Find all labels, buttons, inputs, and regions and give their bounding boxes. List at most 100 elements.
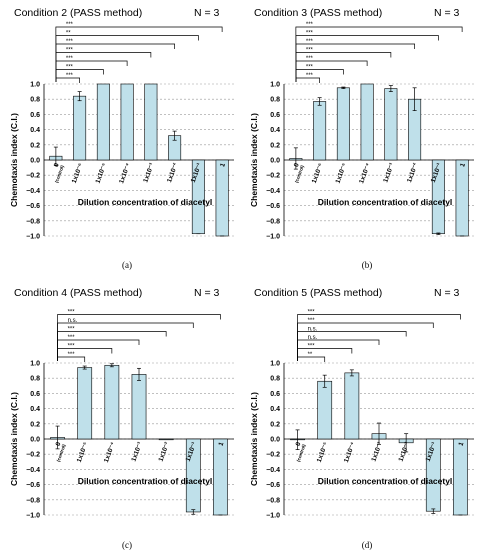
panel-label: (c) bbox=[122, 540, 132, 550]
y-tick-label: −0.8 bbox=[266, 218, 280, 225]
significance-label: *** bbox=[66, 47, 74, 53]
significance-label: ** bbox=[66, 30, 71, 36]
y-axis-label: Chemotaxis index (C.I.) bbox=[9, 392, 19, 486]
category-label: 1x10⁻⁵ bbox=[95, 162, 109, 184]
significance-label: *** bbox=[306, 73, 314, 79]
chart-panel-4: Condition 5 (PASS method) N = 3 1.0 0.8 0.6 0… bbox=[249, 287, 474, 550]
y-tick-label: 0.8 bbox=[270, 97, 280, 104]
y-tick-label: −0.2 bbox=[26, 452, 40, 459]
chart-title: Condition 3 (PASS method) bbox=[254, 7, 382, 19]
x-axis-label: Dilution concentration of diacetyl bbox=[318, 476, 453, 486]
y-tick-label: −0.2 bbox=[266, 173, 280, 180]
significance-label: *** bbox=[306, 64, 314, 70]
category-label: 1 bbox=[219, 162, 227, 168]
bar bbox=[144, 83, 158, 161]
bar bbox=[120, 83, 134, 161]
x-axis-label: Dilution concentration of diacetyl bbox=[78, 476, 213, 486]
y-tick-label: −0.2 bbox=[26, 173, 40, 180]
category-label: 1x10⁻⁵ bbox=[335, 162, 349, 184]
category-label: 0 bbox=[293, 162, 301, 168]
significance-bracket bbox=[295, 43, 415, 82]
category-label: 1x10⁻⁴ bbox=[343, 441, 357, 463]
significance-bracket bbox=[297, 314, 461, 361]
significance-label: *** bbox=[68, 352, 76, 358]
bar bbox=[158, 438, 174, 441]
y-tick-label: −0.4 bbox=[266, 188, 280, 195]
significance-bracket bbox=[55, 26, 223, 82]
chart-title: Condition 4 (PASS method) bbox=[14, 287, 142, 299]
y-tick-label: −1.0 bbox=[26, 513, 40, 520]
significance-label: *** bbox=[306, 22, 314, 28]
y-tick-label: −0.2 bbox=[266, 452, 280, 459]
y-tick-label: 0.2 bbox=[270, 142, 280, 149]
y-tick-label: −0.8 bbox=[266, 497, 280, 504]
significance-label: *** bbox=[306, 39, 314, 45]
category-sublabel: (control) bbox=[56, 443, 67, 462]
category-label: 0 bbox=[295, 441, 303, 447]
bar bbox=[213, 438, 228, 516]
significance-label: *** bbox=[66, 64, 74, 70]
category-label: 1x10⁻² bbox=[158, 441, 172, 463]
y-tick-label: −1.0 bbox=[26, 234, 40, 241]
y-tick-label: 0.6 bbox=[30, 391, 40, 398]
significance-label: *** bbox=[306, 56, 314, 62]
y-tick-label: 0.2 bbox=[270, 421, 280, 428]
significance-label: *** bbox=[68, 343, 76, 349]
n-label: N = 3 bbox=[434, 287, 460, 299]
n-label: N = 3 bbox=[194, 7, 220, 19]
chart-title: Condition 2 (PASS method) bbox=[14, 7, 142, 19]
category-sublabel: (control) bbox=[296, 443, 307, 462]
panel-label: (d) bbox=[362, 540, 373, 550]
y-axis-label: Chemotaxis index (C.I.) bbox=[249, 392, 259, 486]
significance-label: *** bbox=[308, 343, 316, 349]
y-tick-label: −0.6 bbox=[26, 203, 40, 210]
y-tick-label: 1.0 bbox=[270, 361, 280, 368]
significance-bracket bbox=[295, 35, 439, 82]
y-tick-label: −0.6 bbox=[266, 203, 280, 210]
category-label: 1x10⁻⁶ bbox=[71, 162, 85, 184]
significance-bracket bbox=[57, 314, 221, 361]
significance-bracket bbox=[55, 35, 199, 82]
panel-label: (b) bbox=[362, 260, 373, 270]
y-tick-label: −0.6 bbox=[26, 482, 40, 489]
bar bbox=[77, 367, 93, 440]
category-label: 1x10⁻³ bbox=[130, 441, 144, 463]
significance-label: *** bbox=[68, 335, 76, 341]
category-label: 1x10⁻² bbox=[398, 441, 412, 463]
y-axis-label: Chemotaxis index (C.I.) bbox=[9, 113, 19, 207]
significance-label: *** bbox=[308, 318, 316, 324]
y-tick-label: −0.4 bbox=[26, 188, 40, 195]
y-tick-label: −1.0 bbox=[266, 234, 280, 241]
y-tick-label: 0.6 bbox=[270, 112, 280, 119]
y-tick-label: 1.0 bbox=[30, 361, 40, 368]
y-tick-label: −0.8 bbox=[26, 497, 40, 504]
significance-bracket bbox=[57, 322, 194, 361]
bar bbox=[453, 438, 468, 516]
category-label: 1x10⁻⁵ bbox=[316, 441, 330, 463]
bar bbox=[455, 159, 469, 237]
y-tick-label: 0.6 bbox=[30, 112, 40, 119]
category-label: 1 bbox=[459, 162, 467, 168]
y-tick-label: −1.0 bbox=[266, 513, 280, 520]
x-axis-label: Dilution concentration of diacetyl bbox=[318, 197, 453, 207]
y-tick-label: 0.4 bbox=[270, 127, 280, 134]
category-label: 1x10⁻⁶ bbox=[311, 162, 325, 184]
bar bbox=[104, 364, 120, 440]
significance-label: *** bbox=[68, 309, 76, 315]
bar bbox=[96, 83, 110, 161]
n-label: N = 3 bbox=[194, 287, 220, 299]
category-label: 1x10⁻³ bbox=[370, 441, 384, 463]
bar bbox=[313, 101, 327, 161]
y-tick-label: 0.2 bbox=[30, 421, 40, 428]
y-tick-label: 1.0 bbox=[270, 82, 280, 89]
bar bbox=[384, 88, 398, 161]
y-tick-label: 0.6 bbox=[270, 391, 280, 398]
significance-label: *** bbox=[66, 73, 74, 79]
category-label: 1x10⁻³ bbox=[382, 162, 396, 184]
bar bbox=[317, 380, 333, 440]
significance-label: *** bbox=[306, 47, 314, 53]
category-label: 1x10⁻² bbox=[166, 162, 180, 184]
category-label: 1x10⁻⁴ bbox=[103, 441, 117, 463]
category-label: 1x10⁻³ bbox=[142, 162, 156, 184]
chart-title: Condition 5 (PASS method) bbox=[254, 287, 382, 299]
